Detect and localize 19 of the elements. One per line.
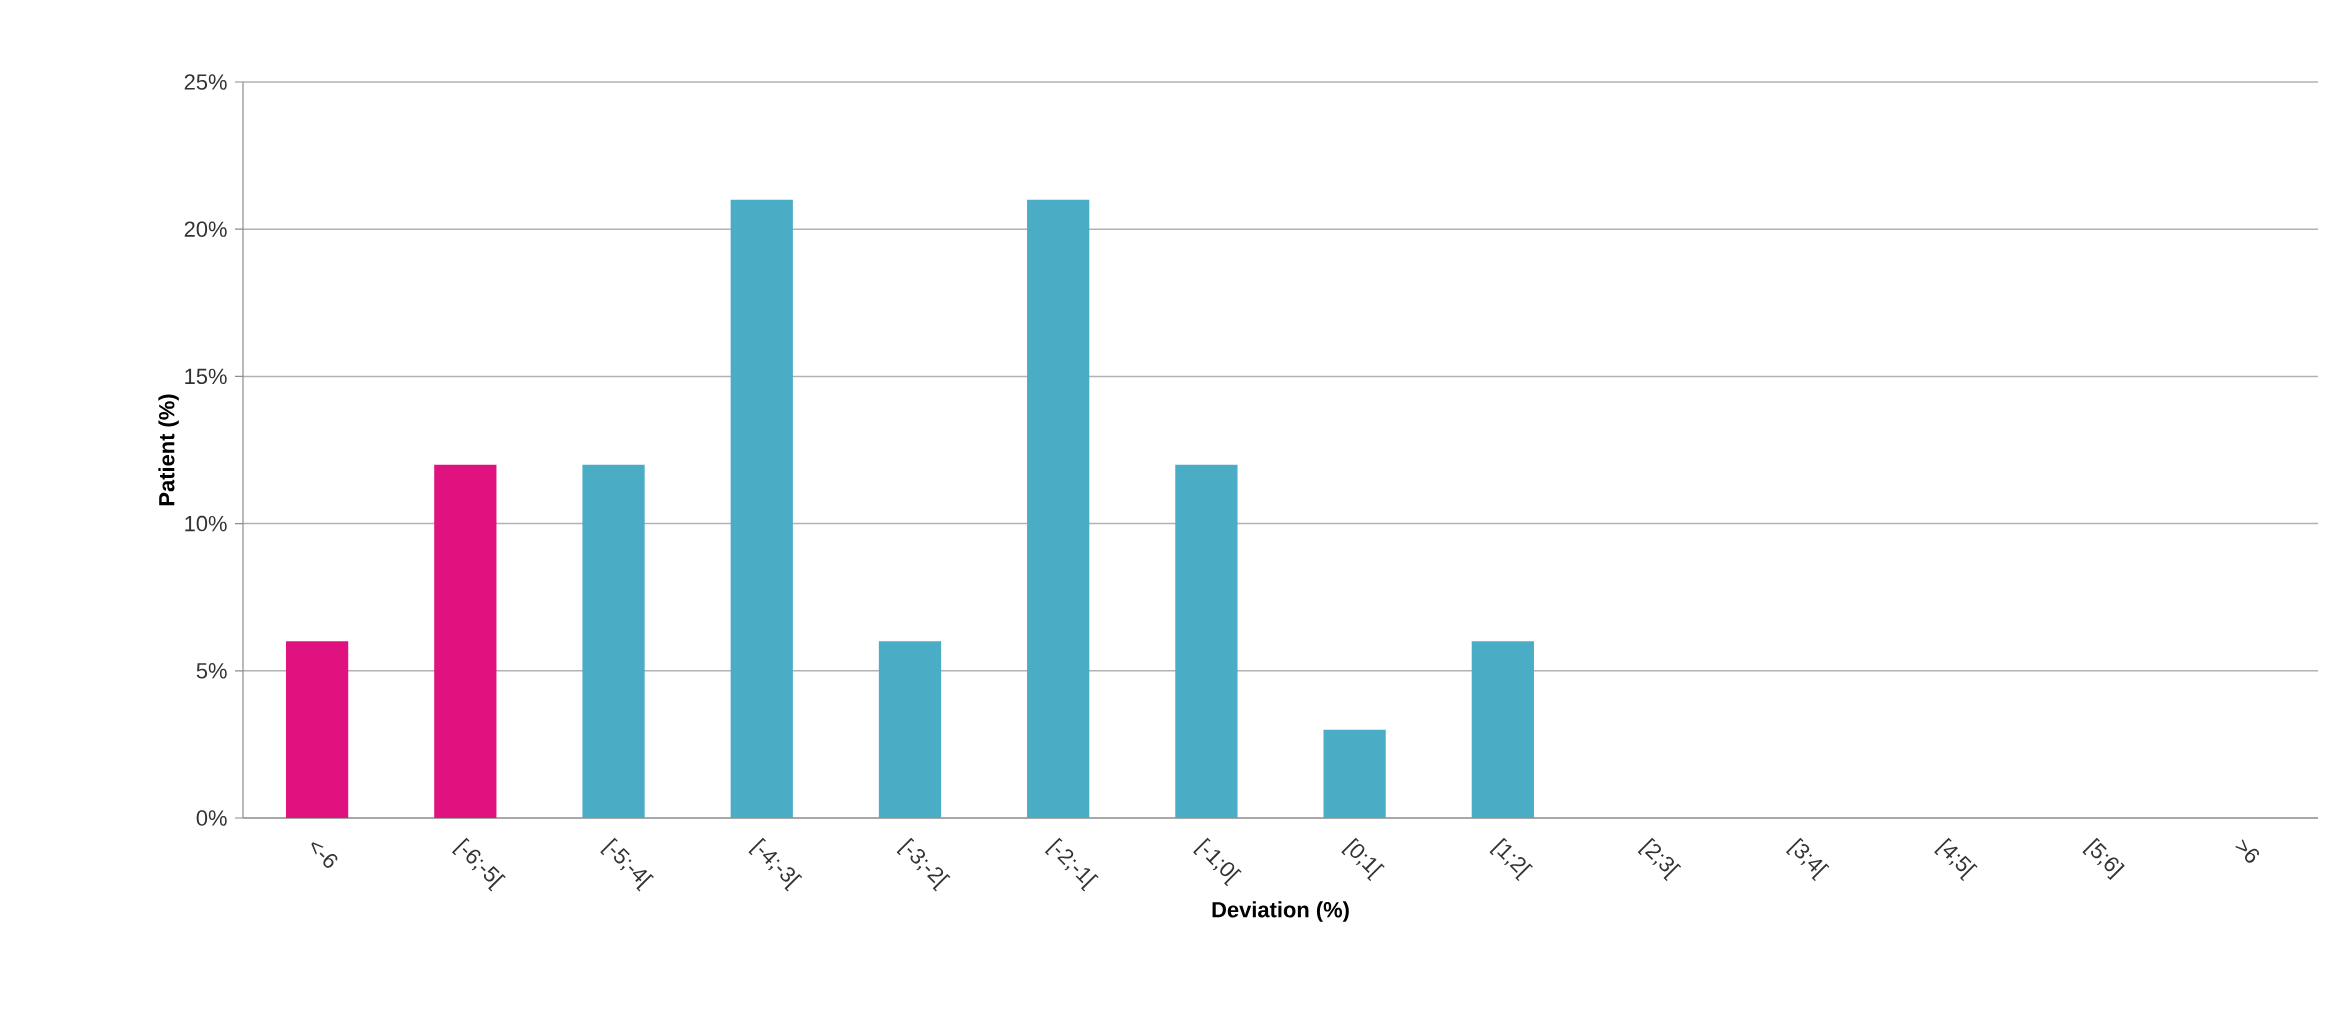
bar (434, 464, 497, 818)
y-tick-label: 15% (185, 368, 227, 385)
bar (1471, 641, 1534, 818)
bar (1027, 199, 1090, 818)
y-tick-label: 0% (196, 810, 227, 826)
x-tick-label: <-6 (311, 842, 338, 868)
bar (1175, 464, 1238, 818)
bar (582, 464, 645, 818)
x-axis-title: Deviation (%) (1212, 901, 1349, 922)
y-axis-title: Patient (%) (158, 394, 179, 506)
y-tick-label: 5% (196, 663, 227, 679)
bar (1323, 729, 1386, 818)
bar (730, 199, 793, 818)
y-tick-label: 25% (184, 74, 227, 90)
y-tick-label: 20% (184, 221, 227, 237)
x-tick-label: >6 (2235, 839, 2260, 863)
bar (285, 641, 349, 818)
bar (878, 641, 942, 818)
y-tick-label: 10% (185, 515, 227, 532)
